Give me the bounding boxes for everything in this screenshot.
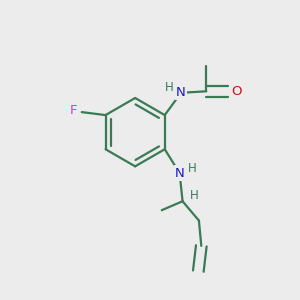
Text: O: O [231, 85, 241, 98]
Text: H: H [188, 162, 197, 175]
Text: H: H [165, 81, 174, 94]
Text: N: N [176, 86, 186, 99]
Text: H: H [190, 189, 198, 203]
Text: N: N [175, 167, 184, 179]
Text: F: F [70, 104, 77, 117]
